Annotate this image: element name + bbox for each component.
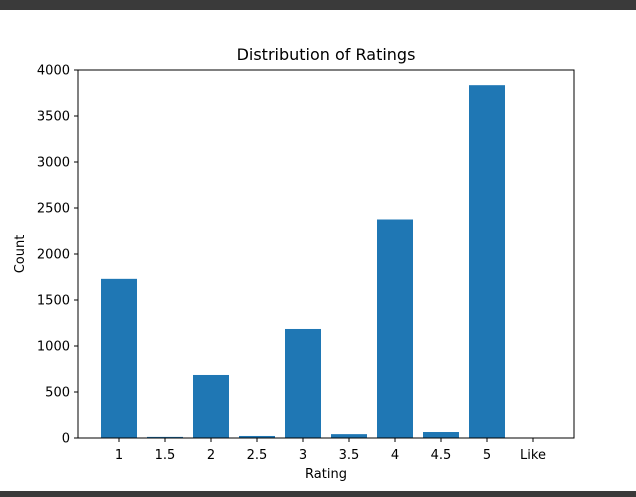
y-tick-label-4000: 4000 <box>37 64 70 79</box>
window-top-bar <box>0 0 636 10</box>
chart-title: Distribution of Ratings <box>237 45 416 64</box>
y-axis: 0 500 1000 1500 2000 2500 3000 3500 4000 <box>37 64 78 447</box>
bar-5 <box>469 85 505 439</box>
bar-1.5 <box>147 436 183 438</box>
bar-4 <box>377 219 413 438</box>
x-tick-label-2.5: 2.5 <box>247 448 268 463</box>
y-tick-label-2500: 2500 <box>37 202 70 217</box>
y-tick-label-1000: 1000 <box>37 340 70 355</box>
y-axis-label: Count <box>13 235 28 274</box>
window-bottom-bar <box>0 491 636 497</box>
x-tick-label-Like: Like <box>520 448 546 463</box>
y-tick-label-2000: 2000 <box>37 248 70 263</box>
x-tick-label-2: 2 <box>207 448 215 463</box>
y-tick-label-3500: 3500 <box>37 110 70 125</box>
bars-group <box>101 85 505 439</box>
plot-frame <box>77 69 575 439</box>
x-axis: 1 1.5 2 2.5 3 3.5 4 4.5 5 Like <box>115 438 546 463</box>
y-tick-label-1500: 1500 <box>37 294 70 309</box>
x-tick-label-3: 3 <box>299 448 307 463</box>
x-tick-label-4: 4 <box>391 448 399 463</box>
x-tick-label-1.5: 1.5 <box>155 448 176 463</box>
bar-1 <box>101 278 137 438</box>
bar-2.5 <box>239 435 275 438</box>
x-tick-label-5: 5 <box>483 448 491 463</box>
bar-3 <box>285 328 321 438</box>
x-tick-label-4.5: 4.5 <box>431 448 452 463</box>
bar-4.5 <box>423 432 459 438</box>
bar-3.5 <box>331 434 367 438</box>
y-tick-label-500: 500 <box>45 386 70 401</box>
x-tick-label-1: 1 <box>115 448 123 463</box>
x-tick-label-3.5: 3.5 <box>339 448 360 463</box>
y-tick-label-0: 0 <box>62 432 70 447</box>
bar-2 <box>193 374 229 438</box>
x-axis-label: Rating <box>305 467 347 482</box>
y-tick-label-3000: 3000 <box>37 156 70 171</box>
